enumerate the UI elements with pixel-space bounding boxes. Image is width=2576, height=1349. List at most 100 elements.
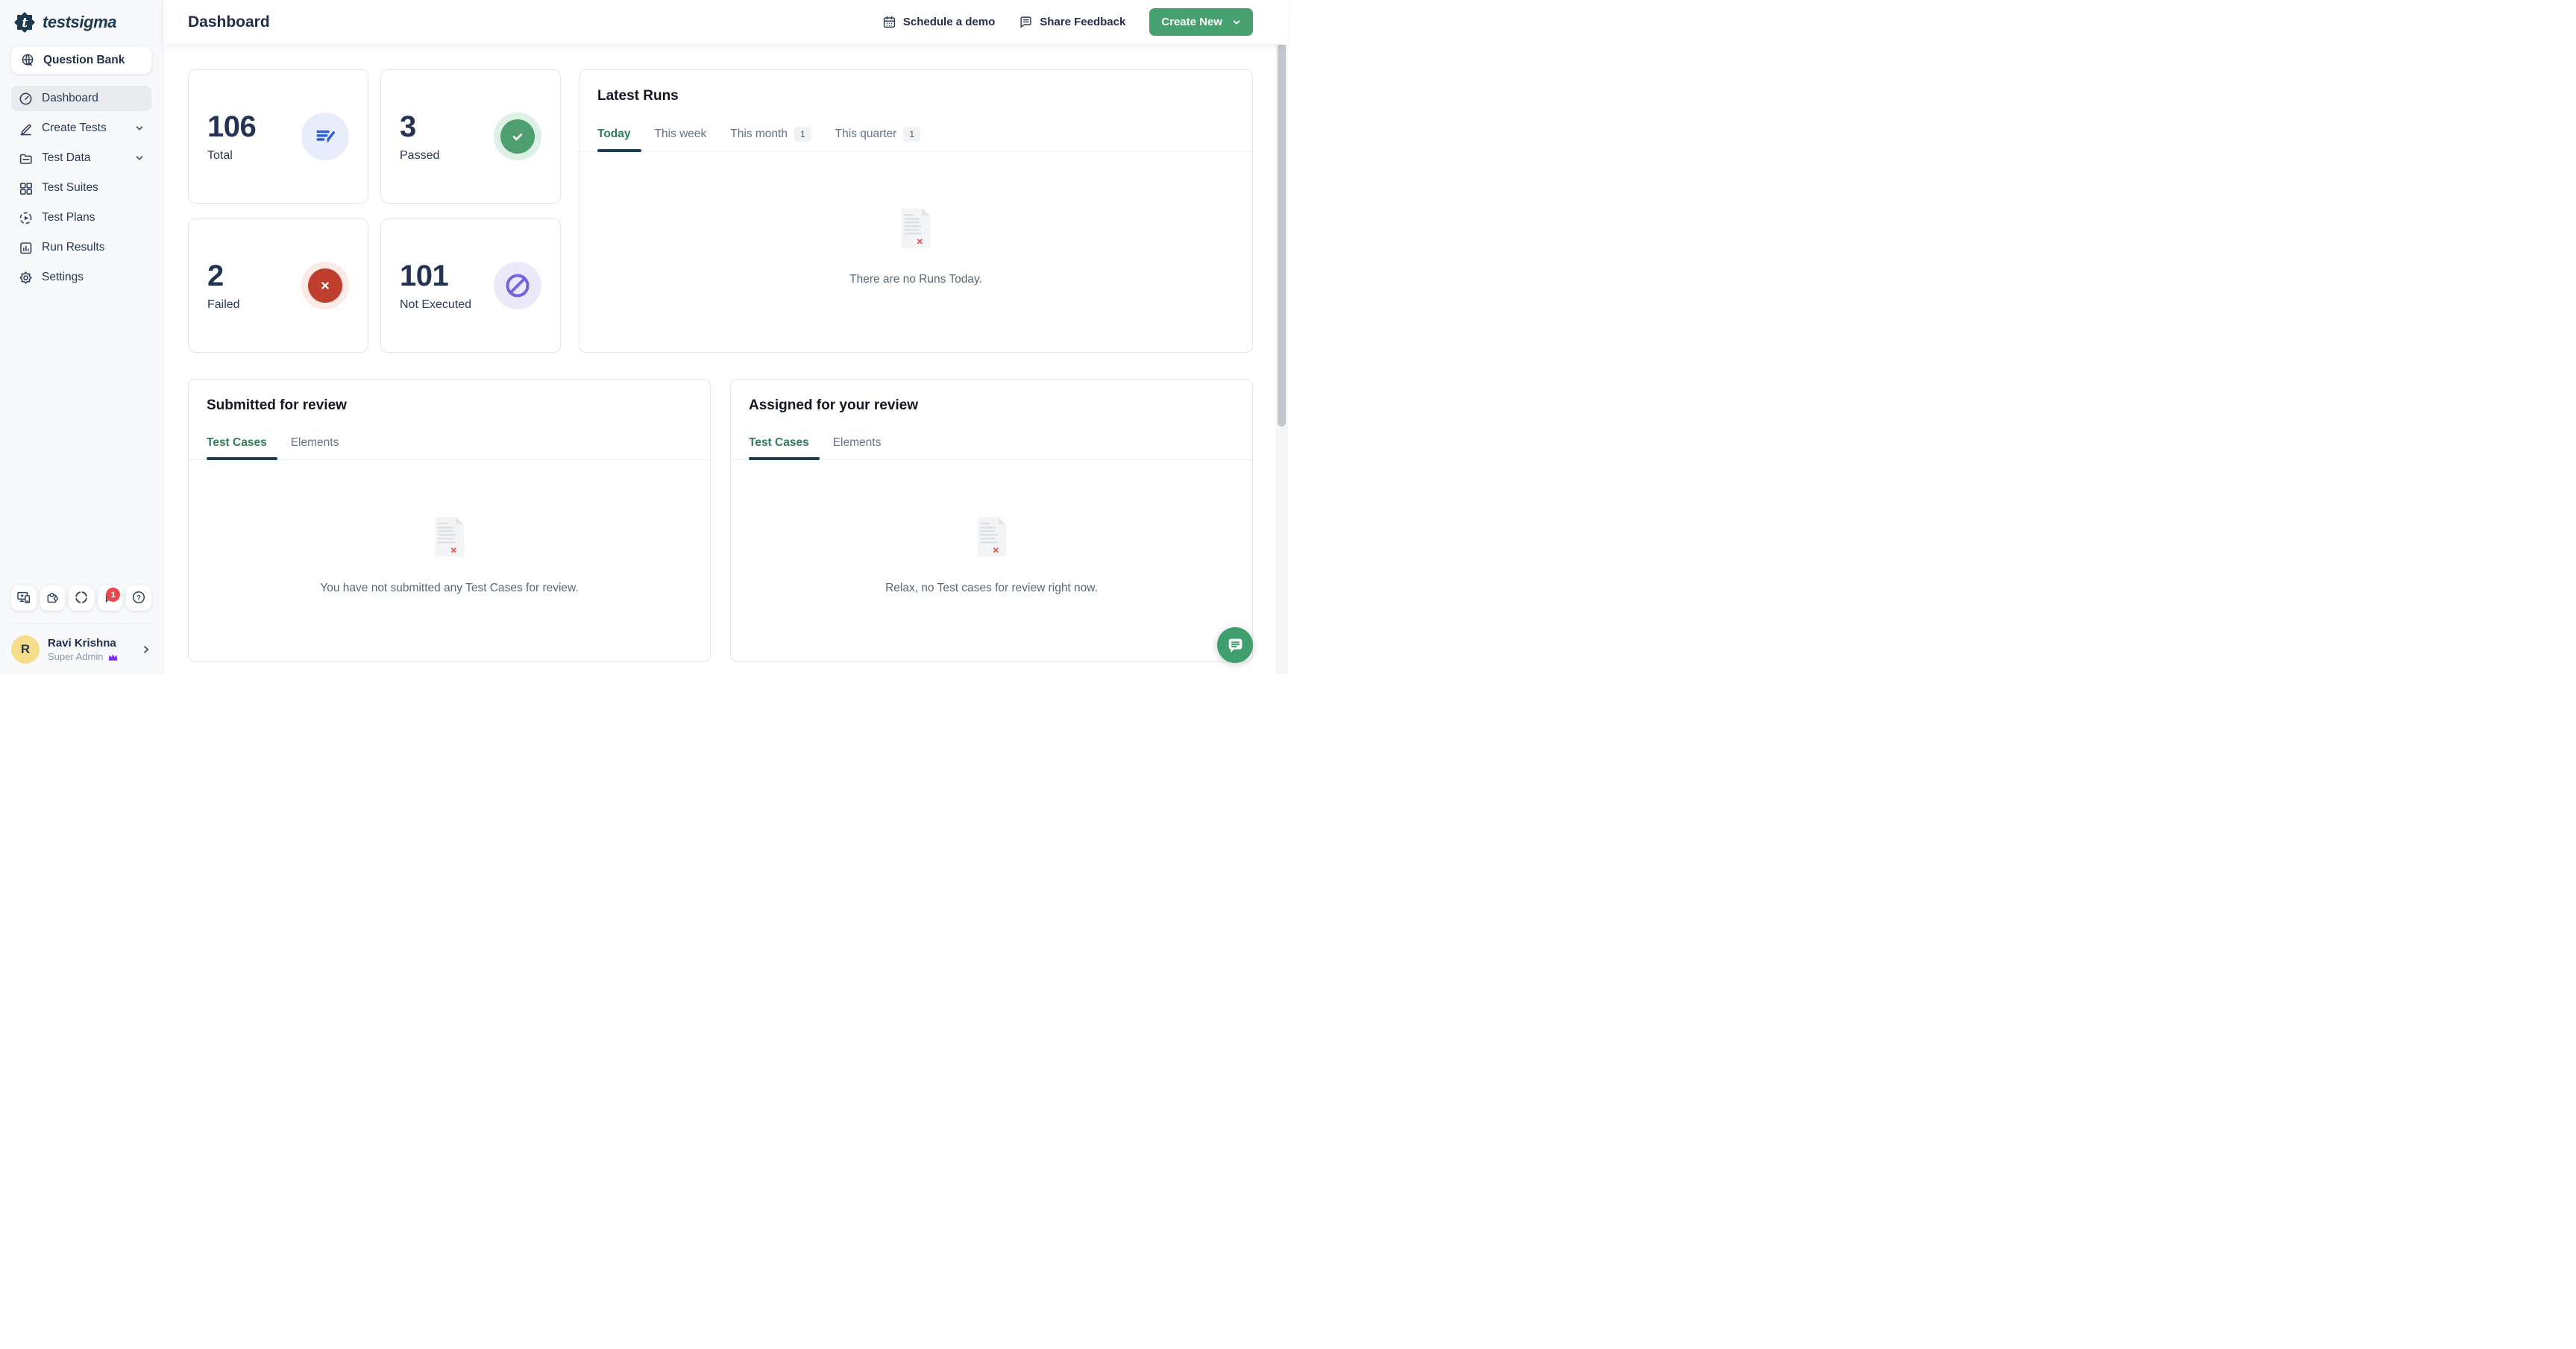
sidebar-item-test-data[interactable]: Test Data <box>11 145 151 171</box>
bar-chart-icon <box>19 241 33 255</box>
assigned-for-review-panel: Assigned for your review Test Cases Elem… <box>730 379 1253 662</box>
user-profile[interactable]: R Ravi Krishna Super Admin <box>11 635 151 664</box>
tab-today[interactable]: Today <box>597 127 643 152</box>
submitted-tabs: Test Cases Elements <box>189 436 710 460</box>
tab-label: Elements <box>290 436 339 449</box>
sidebar-item-label: Create Tests <box>42 122 107 134</box>
stat-icon-bubble <box>494 113 541 160</box>
submitted-title: Submitted for review <box>207 397 347 413</box>
empty-document-icon <box>900 207 932 253</box>
chat-bubble-icon <box>1226 636 1245 655</box>
empty-document-icon <box>434 516 465 562</box>
tab-label: Elements <box>832 436 882 449</box>
sidebar-item-label: Test Data <box>42 151 91 164</box>
tab-count-badge: 1 <box>794 127 811 142</box>
stat-value: 2 <box>207 260 224 292</box>
help-button[interactable]: ? <box>126 585 151 611</box>
stat-card-not-executed: 101 Not Executed <box>380 218 561 353</box>
brand-logo[interactable]: t testsigma <box>11 0 151 45</box>
sidebar-item-test-plans[interactable]: Test Plans <box>11 205 151 230</box>
assigned-title: Assigned for your review <box>749 397 919 413</box>
question-bank-label: Question Bank <box>43 53 125 66</box>
schedule-demo-button[interactable]: Schedule a demo <box>882 15 995 29</box>
tab-elements[interactable]: Elements <box>833 436 893 459</box>
tab-label: This week <box>654 128 707 140</box>
submitted-empty-text: You have not submitted any Test Cases fo… <box>320 582 579 594</box>
schedule-demo-label: Schedule a demo <box>902 16 996 28</box>
extensions-button[interactable] <box>40 585 66 611</box>
brand-name: testsigma <box>43 13 117 31</box>
testsigma-gear-logo-icon: t <box>13 11 36 34</box>
chat-fab-button[interactable] <box>1217 627 1253 663</box>
stat-label: Not Executed <box>400 298 472 311</box>
slash-circle-icon <box>504 272 531 299</box>
assigned-empty-state: Relax, no Test cases for review right no… <box>731 460 1252 661</box>
user-name: Ravi Krishna <box>48 637 116 650</box>
user-role: Super Admin <box>48 651 104 662</box>
stat-label: Failed <box>207 298 240 311</box>
tab-this-month[interactable]: This month 1 <box>730 127 823 151</box>
sidebar-footer-icons: 1 ? <box>11 585 151 611</box>
sidebar-footer: 1 ? R Ravi Krishna <box>11 585 151 674</box>
folder-icon <box>19 151 33 166</box>
empty-document-icon <box>976 516 1008 562</box>
tab-test-cases[interactable]: Test Cases <box>207 436 279 460</box>
chevron-down-icon <box>1232 18 1241 27</box>
stat-value: 3 <box>400 110 416 143</box>
tab-this-week[interactable]: This week <box>655 127 719 151</box>
sidebar-item-test-suites[interactable]: Test Suites <box>11 175 151 201</box>
stat-icon-bubble <box>494 262 541 309</box>
notifications-button[interactable]: 1 <box>97 585 123 611</box>
sidebar-item-dashboard[interactable]: Dashboard <box>11 86 151 111</box>
sync-status-button[interactable] <box>69 585 94 611</box>
notification-badge: 1 <box>106 588 121 602</box>
help-icon: ? <box>131 590 146 607</box>
assigned-tabs: Test Cases Elements <box>731 436 1252 460</box>
sidebar-item-label: Dashboard <box>42 92 98 104</box>
puzzle-icon <box>45 590 60 607</box>
tab-this-quarter[interactable]: This quarter 1 <box>835 127 932 151</box>
dashboard-content: 106 Total <box>163 45 1288 674</box>
tab-elements[interactable]: Elements <box>291 436 351 459</box>
sidebar-item-label: Test Plans <box>42 211 95 224</box>
feedback-icon <box>1019 15 1033 29</box>
crown-icon <box>107 653 119 661</box>
latest-runs-empty-state: There are no Runs Today. <box>579 152 1252 352</box>
latest-runs-empty-text: There are no Runs Today. <box>849 273 982 286</box>
latest-runs-title: Latest Runs <box>597 88 679 104</box>
stat-icon-bubble <box>301 262 349 309</box>
tab-label: This quarter <box>835 128 897 140</box>
app-root: t testsigma Question Bank <box>0 0 1288 674</box>
chevron-right-icon[interactable] <box>141 644 151 655</box>
devices-icon <box>16 590 31 607</box>
sidebar-item-run-results[interactable]: Run Results <box>11 235 151 260</box>
submitted-empty-state: You have not submitted any Test Cases fo… <box>189 460 710 661</box>
user-meta: Ravi Krishna Super Admin <box>48 637 119 662</box>
tab-label: Test Cases <box>749 436 809 449</box>
sidebar-item-settings[interactable]: Settings <box>11 265 151 290</box>
divider <box>11 623 151 624</box>
sidebar-item-question-bank[interactable]: Question Bank <box>11 46 151 74</box>
page-title: Dashboard <box>188 13 270 31</box>
stat-card-passed: 3 Passed <box>380 69 561 204</box>
stat-value: 101 <box>400 260 449 292</box>
gear-icon <box>19 271 33 285</box>
main-area: Dashboard Schedule a demo <box>163 0 1288 674</box>
tab-test-cases[interactable]: Test Cases <box>749 436 821 460</box>
edit-list-icon <box>314 125 336 148</box>
sidebar-nav: Dashboard Create Tests <box>11 86 151 290</box>
tab-count-badge: 1 <box>903 127 921 142</box>
scrollbar-track[interactable] <box>1275 40 1288 674</box>
sidebar: t testsigma Question Bank <box>0 0 163 674</box>
share-feedback-button[interactable]: Share Feedback <box>1019 15 1125 29</box>
devices-button[interactable] <box>11 585 37 611</box>
assigned-empty-text: Relax, no Test cases for review right no… <box>885 582 1098 594</box>
play-circle-dashed-icon <box>19 211 33 225</box>
avatar-initial: R <box>20 642 31 656</box>
scrollbar-thumb[interactable] <box>1278 43 1286 427</box>
create-new-label: Create New <box>1161 16 1222 28</box>
svg-text:?: ? <box>136 594 141 602</box>
calendar-icon <box>882 15 896 29</box>
create-new-button[interactable]: Create New <box>1149 8 1253 36</box>
sidebar-item-create-tests[interactable]: Create Tests <box>11 116 151 141</box>
